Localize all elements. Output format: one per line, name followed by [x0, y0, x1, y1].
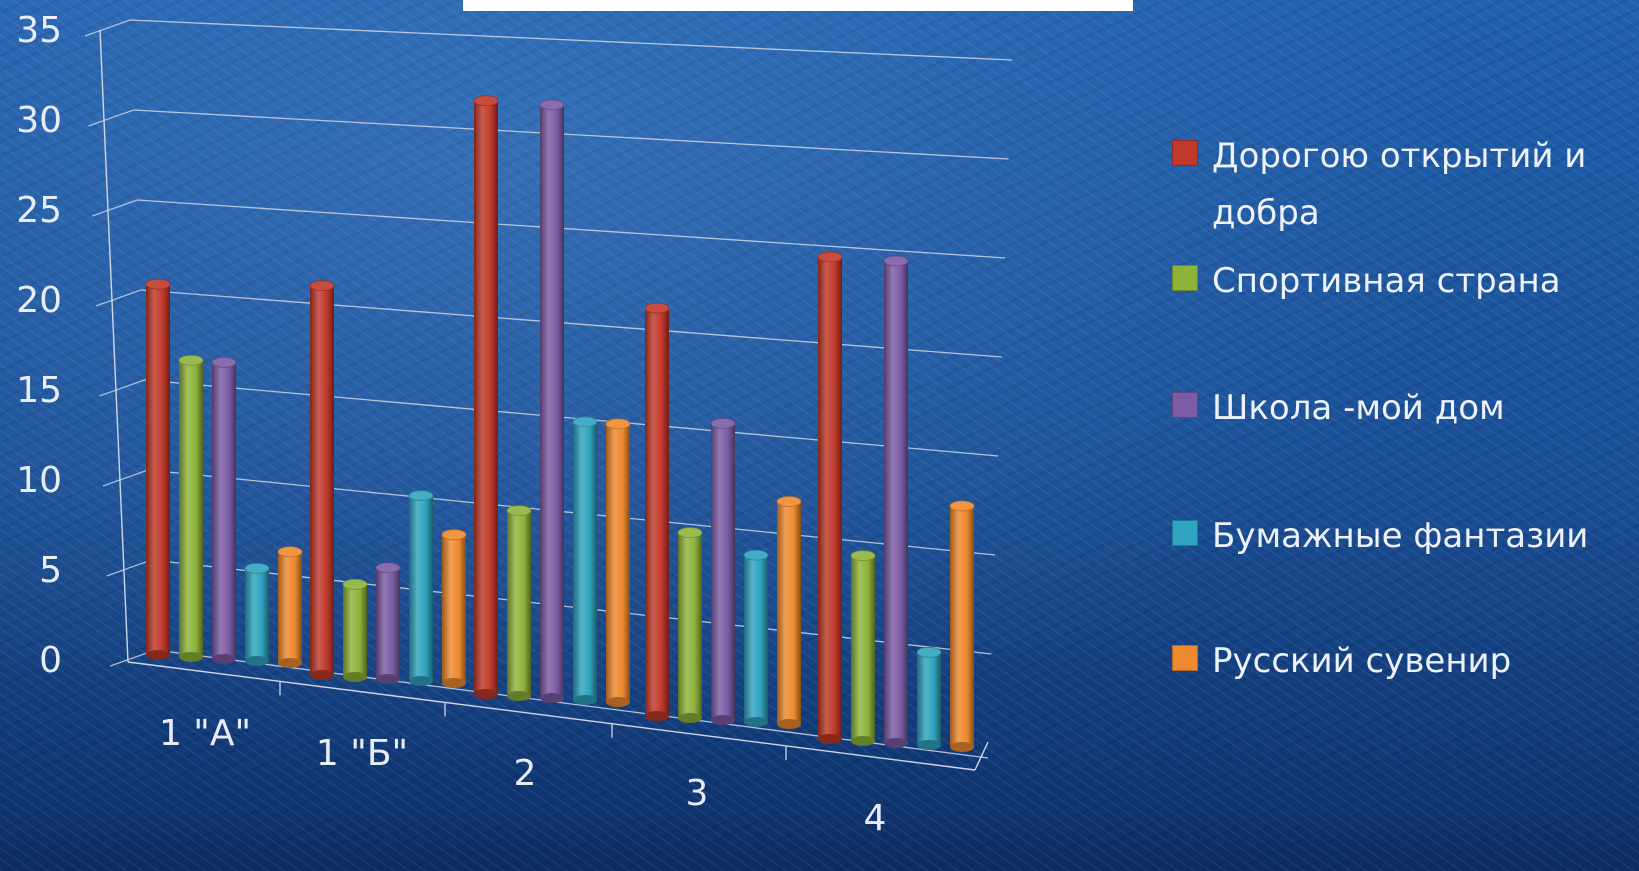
bar	[145, 278, 171, 660]
y-tick-label: 20	[16, 280, 62, 321]
bar	[817, 251, 843, 744]
bar	[211, 356, 237, 664]
grid-connector	[91, 199, 138, 217]
y-axis-line	[99, 29, 129, 663]
gridline	[137, 199, 1006, 259]
legend-label: Бумажные фантазии	[1212, 516, 1589, 556]
y-tick-label: 10	[16, 460, 62, 501]
legend-label: Школа -мой дом	[1212, 388, 1505, 428]
bar	[277, 546, 303, 668]
bar	[677, 527, 703, 723]
bar	[408, 490, 434, 686]
x-axis-line	[127, 661, 976, 771]
grid-connector	[84, 19, 131, 37]
grid-connector	[102, 469, 149, 487]
title-band	[463, 0, 1133, 11]
bar	[644, 302, 670, 721]
legend-label: Дорогою открытий и добра	[1212, 136, 1587, 233]
y-tick-label: 25	[16, 190, 62, 231]
bar	[309, 280, 335, 680]
legend-swatch	[1172, 265, 1198, 291]
bar	[850, 550, 876, 746]
bar	[605, 418, 631, 707]
bar	[441, 529, 467, 688]
bar	[883, 255, 909, 748]
y-axis-ticks: 0 5 10 15 20 25 30 35	[16, 10, 62, 681]
legend-label: Русский сувенир	[1212, 641, 1512, 681]
x-tick-label: 1 "А"	[159, 713, 251, 754]
x-tick-label: 2	[514, 753, 537, 794]
gridline	[133, 109, 1009, 160]
floor-edge	[974, 741, 989, 771]
y-tick-label: 0	[39, 640, 62, 681]
bar	[539, 99, 565, 703]
chart-bars	[145, 95, 975, 752]
gridline	[129, 19, 1013, 61]
legend-swatch	[1172, 140, 1198, 166]
bar	[178, 354, 204, 662]
grid-connector	[99, 379, 145, 397]
x-tick-label: 4	[864, 798, 887, 839]
bar	[506, 505, 532, 701]
bar	[375, 562, 401, 684]
legend-label: Спортивная страна	[1212, 261, 1561, 301]
grid-connector	[106, 559, 152, 577]
legend-swatch	[1172, 520, 1198, 546]
legend-swatch	[1172, 392, 1198, 418]
bar	[710, 417, 736, 725]
grid-connector	[95, 289, 142, 307]
bar	[572, 416, 598, 705]
y-tick-label: 30	[16, 100, 62, 141]
legend-swatch	[1172, 645, 1198, 671]
gridline	[147, 469, 995, 556]
bar	[342, 578, 368, 682]
grid-connector	[88, 109, 134, 127]
bar	[776, 496, 802, 729]
y-tick-label: 5	[39, 550, 62, 591]
x-tick-label: 1 "Б"	[316, 733, 408, 774]
x-axis-labels: 1 "А" 1 "Б" 2 3 4	[159, 713, 887, 839]
chart-grid	[84, 19, 1013, 771]
x-tick-label: 3	[686, 773, 709, 814]
y-tick-label: 15	[16, 370, 62, 411]
gridline	[144, 379, 999, 457]
bar	[949, 500, 975, 752]
bar	[473, 95, 499, 699]
bar	[916, 646, 942, 750]
gridline	[140, 289, 1002, 358]
bar	[244, 562, 270, 666]
bar	[743, 549, 769, 727]
y-tick-label: 35	[16, 10, 62, 51]
gridline	[155, 649, 989, 759]
